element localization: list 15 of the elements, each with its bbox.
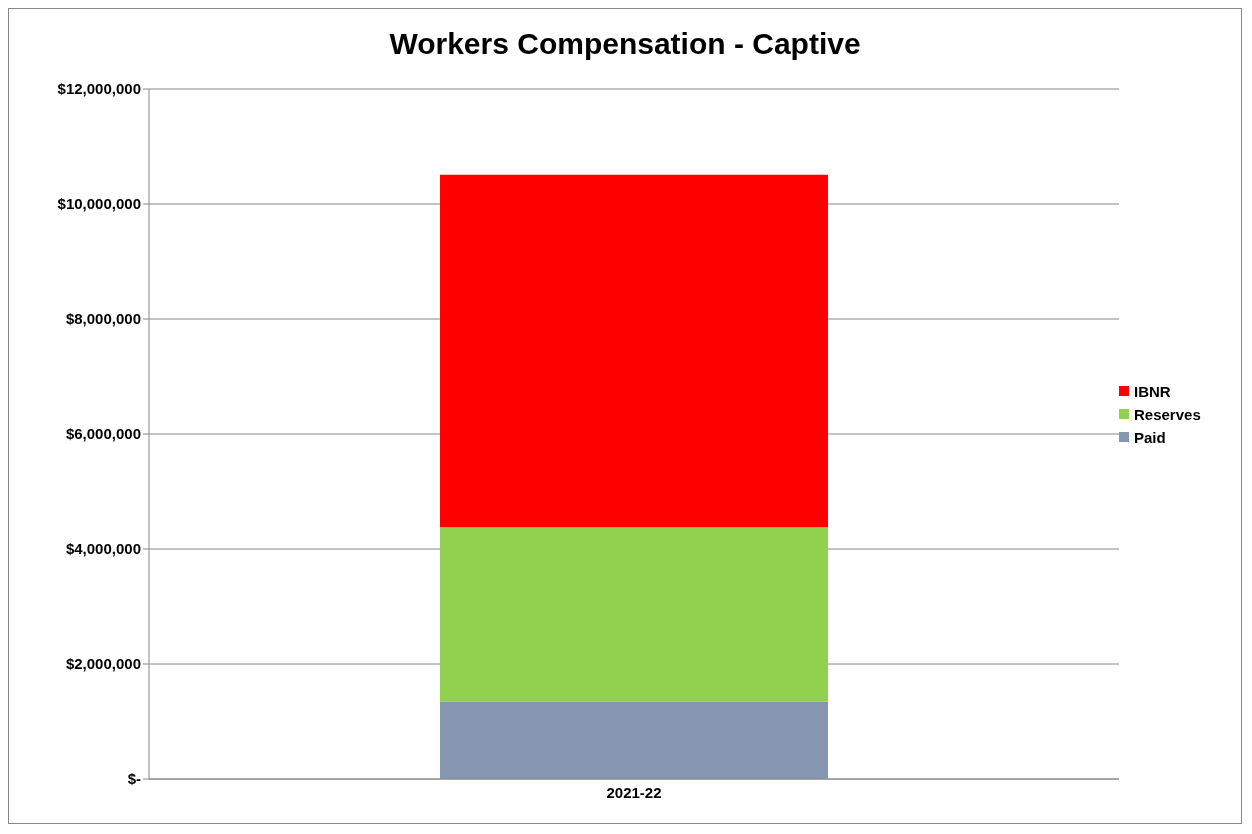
bar xyxy=(440,701,828,779)
legend-label: Paid xyxy=(1134,428,1166,446)
y-tick-label: $- xyxy=(127,770,141,788)
chart-title: Workers Compensation - Captive xyxy=(388,27,862,61)
legend-label: IBNR xyxy=(1134,382,1171,400)
y-tick-label: $4,000,000 xyxy=(65,540,141,558)
bar xyxy=(440,527,828,702)
y-tick-label: $12,000,000 xyxy=(57,80,141,98)
y-tick-label: $6,000,000 xyxy=(65,425,141,443)
bar xyxy=(440,174,828,528)
y-tick-label: $8,000,000 xyxy=(65,310,141,328)
y-tick-label: $10,000,000 xyxy=(57,195,141,213)
x-tick-label: 2021-22 xyxy=(606,783,662,801)
legend-label: Reserves xyxy=(1134,405,1201,423)
y-tick-label: $2,000,000 xyxy=(65,655,141,673)
